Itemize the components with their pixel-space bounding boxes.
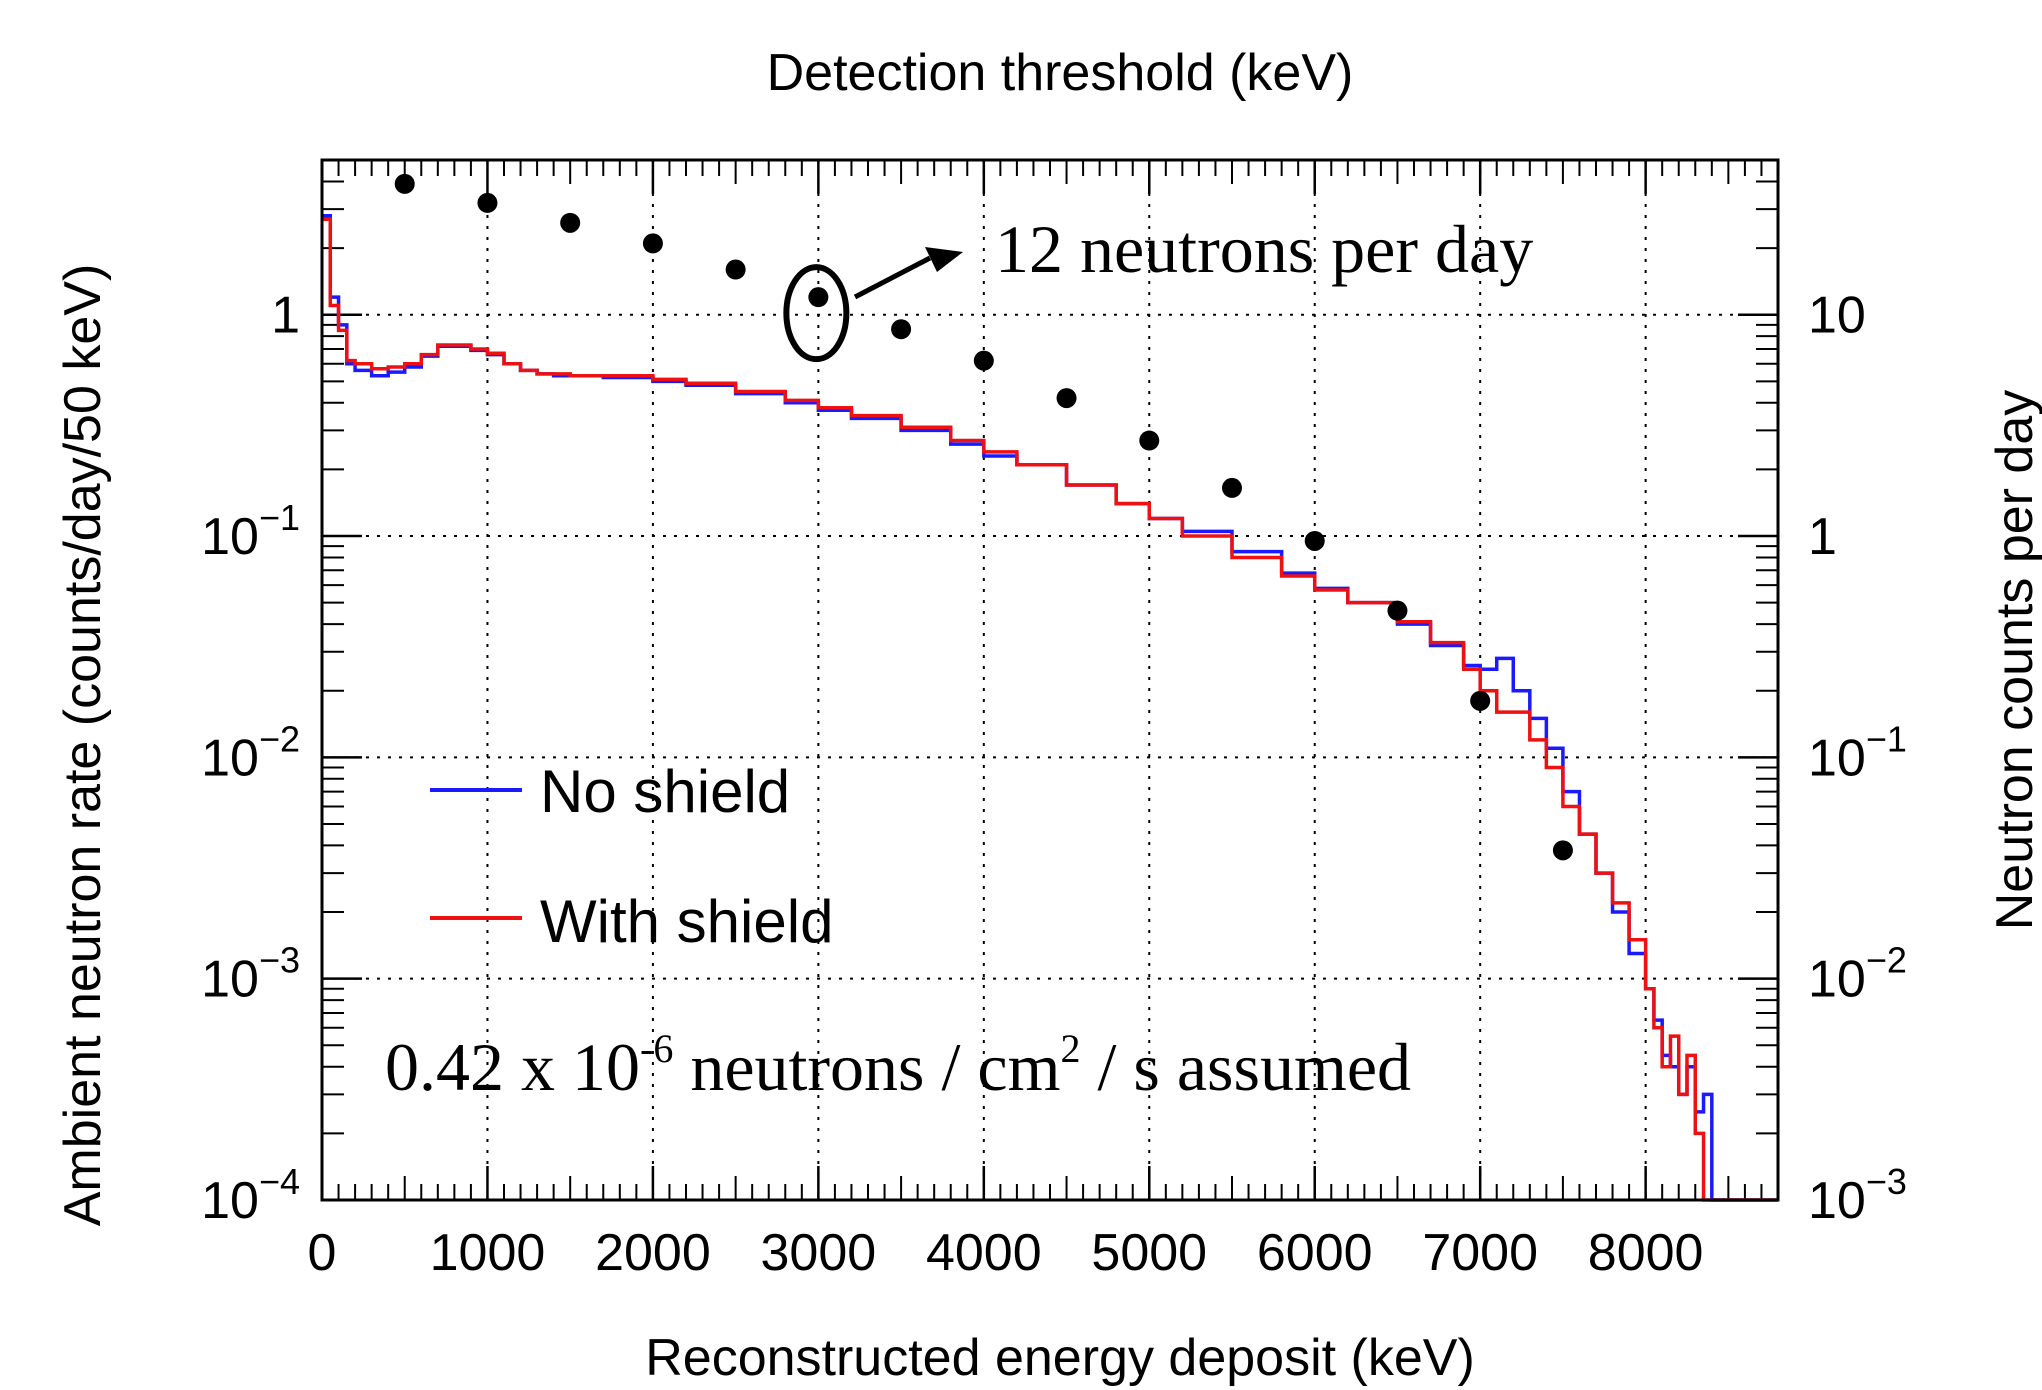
flux-note-exp2: 2 — [1060, 1026, 1080, 1071]
flux-note-tail: / s assumed — [1080, 1029, 1411, 1105]
data-point — [1222, 477, 1242, 498]
x-tick-label: 8000 — [1588, 1224, 1704, 1282]
flux-note-mid: neutrons / cm — [673, 1029, 1060, 1105]
y2-tick-base: 10 — [1808, 287, 1866, 345]
data-point — [642, 233, 663, 254]
series — [322, 173, 1778, 1202]
data-point — [891, 319, 912, 340]
x-tick-label: 4000 — [926, 1224, 1042, 1282]
legend: No shield With shield — [430, 758, 833, 955]
x-tick-label: 5000 — [1091, 1224, 1207, 1282]
y2-tick-base: 10 — [1808, 729, 1866, 787]
callout-arrowhead — [925, 247, 963, 272]
data-point — [973, 350, 994, 371]
y2-tick-exp: −1 — [1866, 718, 1907, 759]
callout-text: 12 neutrons per day — [995, 211, 1533, 287]
y2-tick-base: 1 — [1808, 508, 1837, 566]
series-line-1 — [322, 217, 1778, 1202]
data-point — [725, 259, 746, 280]
y2-tick-label: 10−1 — [1808, 718, 1907, 787]
data-point — [1056, 388, 1077, 409]
x-tick-label: 0 — [308, 1224, 337, 1282]
data-point — [1304, 530, 1325, 551]
y-tick-base: 10 — [201, 729, 259, 787]
y-axis-title: Ambient neutron rate (counts/day/50 keV) — [54, 264, 112, 1227]
callout-ellipse — [783, 264, 850, 363]
y2-tick-label: 1 — [1808, 508, 1837, 566]
flux-note: 0.42 x 10-6 neutrons / cm2 / s assumed — [385, 1026, 1411, 1105]
data-point — [1139, 430, 1160, 451]
y2-tick-exp: −3 — [1866, 1161, 1907, 1202]
x-tick-label: 7000 — [1422, 1224, 1538, 1282]
y-tick-base: 10 — [201, 951, 259, 1009]
legend-label-no-shield: No shield — [540, 758, 790, 825]
y2-tick-base: 10 — [1808, 1172, 1866, 1230]
axis-ticks — [320, 160, 1778, 1202]
y-tick-exp: −2 — [259, 718, 300, 759]
data-point — [808, 287, 829, 308]
x-tick-label: 2000 — [595, 1224, 711, 1282]
x-tick-label: 6000 — [1257, 1224, 1373, 1282]
top-axis-title: Detection threshold (keV) — [767, 44, 1354, 102]
y-tick-label: 10−3 — [201, 940, 300, 1009]
legend-label-with-shield: With shield — [540, 888, 833, 955]
y2-tick-label: 10−2 — [1808, 940, 1907, 1009]
y-tick-base: 1 — [271, 287, 300, 345]
y-tick-exp: −1 — [259, 497, 300, 538]
x-tick-label: 1000 — [430, 1224, 546, 1282]
y2-tick-label: 10 — [1808, 287, 1866, 345]
flux-note-exp: -6 — [640, 1026, 673, 1071]
data-point — [1470, 690, 1491, 711]
data-point — [1387, 600, 1408, 621]
y-tick-label: 10−1 — [201, 497, 300, 566]
y-tick-base: 10 — [201, 508, 259, 566]
y-tick-label: 10−2 — [201, 718, 300, 787]
y-tick-exp: −3 — [259, 940, 300, 981]
y-tick-label: 1 — [271, 287, 300, 345]
y-tick-label: 10−4 — [201, 1161, 300, 1230]
y2-tick-exp: −2 — [1866, 940, 1907, 981]
x-tick-label: 3000 — [761, 1224, 877, 1282]
callout-annotation: 12 neutrons per day — [783, 211, 1533, 363]
x-axis-title: Reconstructed energy deposit (keV) — [645, 1329, 1475, 1387]
tick-labels: 0 1000 2000 3000 4000 5000 6000 7000 8000110−110… — [201, 287, 1907, 1282]
data-point — [560, 212, 581, 233]
plot-frame — [320, 158, 1780, 1202]
y2-tick-label: 10−3 — [1808, 1161, 1907, 1230]
y-tick-exp: −4 — [259, 1161, 300, 1202]
flux-note-base: 0.42 x 10 — [385, 1029, 640, 1105]
data-point — [394, 173, 415, 194]
data-point — [477, 192, 498, 213]
y2-axis-title: Neutron counts per day — [1986, 390, 2042, 931]
y2-tick-base: 10 — [1808, 951, 1866, 1009]
y-tick-base: 10 — [201, 1172, 259, 1230]
callout-arrow — [853, 255, 932, 300]
data-point — [1552, 840, 1573, 861]
